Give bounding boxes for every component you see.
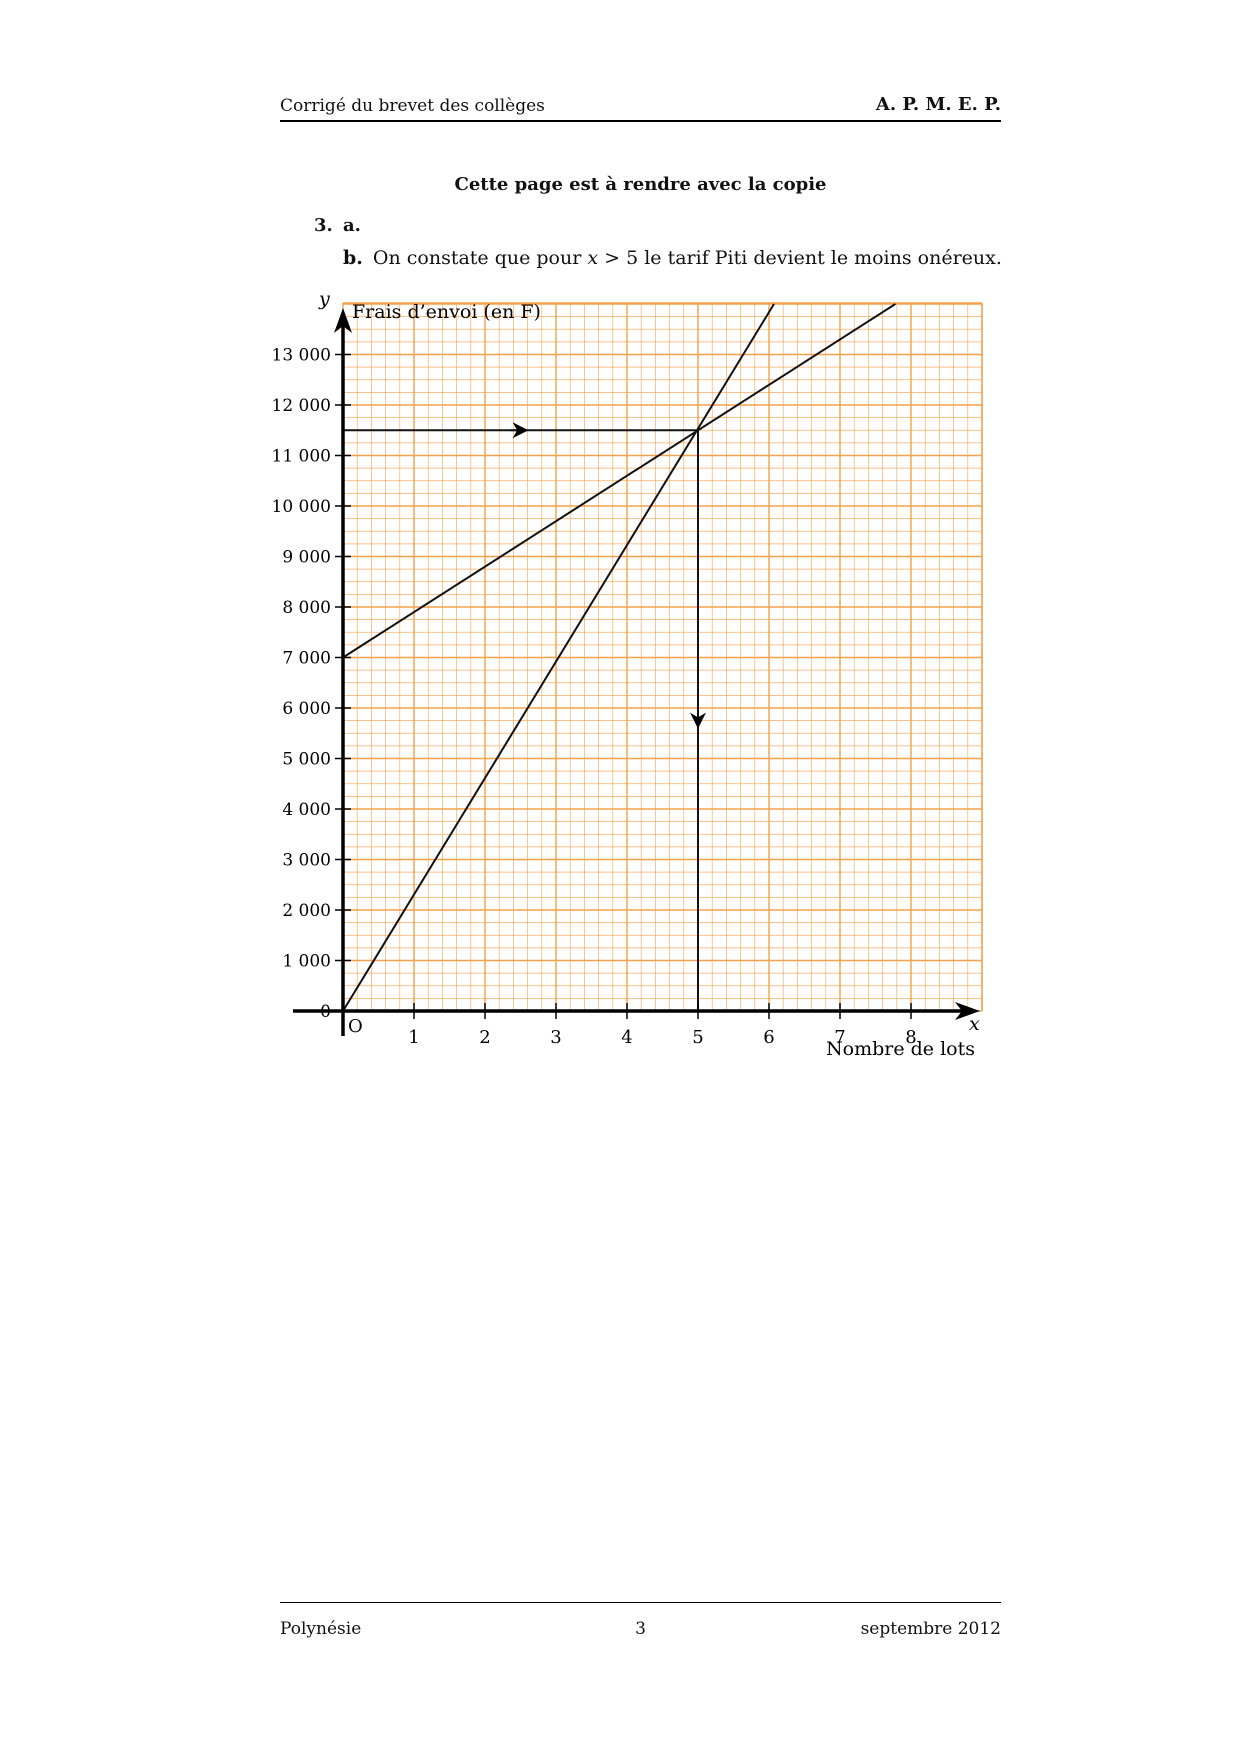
grid-major bbox=[342, 302, 983, 1012]
footer-location: Polynésie bbox=[280, 1619, 362, 1639]
y-tick-label: 10 000 bbox=[272, 497, 331, 517]
x-tick-label: 8 bbox=[905, 1027, 916, 1048]
page-footer: Polynésie 3 septembre 2012 bbox=[280, 1602, 1001, 1639]
question-a-label: a. bbox=[343, 215, 361, 236]
guide-layer bbox=[343, 422, 706, 1011]
y-tick-label: 1 000 bbox=[282, 952, 331, 972]
axes-layer bbox=[293, 308, 980, 1036]
x-tick-label: 2 bbox=[479, 1027, 490, 1048]
x-tick-label: 4 bbox=[621, 1027, 632, 1048]
y-axis-label: Frais d’envoi (en F) bbox=[352, 301, 541, 323]
y-tick-label: 0 bbox=[320, 1002, 331, 1022]
x-tick-label: 3 bbox=[550, 1027, 561, 1048]
series-layer bbox=[342, 303, 896, 1012]
question-b-text-1: On constate que pour bbox=[372, 247, 588, 269]
y-tick-label: 7 000 bbox=[282, 649, 331, 669]
y-tick-label: 12 000 bbox=[272, 396, 331, 416]
origin-label: O bbox=[348, 1016, 363, 1037]
y-tick-label: 11 000 bbox=[272, 447, 331, 467]
y-tick-label: 9 000 bbox=[282, 548, 331, 568]
footer-page-number: 3 bbox=[635, 1619, 646, 1639]
header-brand: A. P. M. E. P. bbox=[875, 94, 1001, 115]
series-line-2 bbox=[342, 303, 896, 659]
question-number: 3. bbox=[314, 215, 333, 236]
header-title: Corrigé du brevet des collèges bbox=[280, 96, 545, 116]
footer-date: septembre 2012 bbox=[860, 1619, 1001, 1639]
question-b: b. On constate que pour x > 5 le tarif Pi… bbox=[343, 247, 1002, 269]
ticks-layer: 1 2 3 4 5 6 7 8 0 1 000 2 000 3 000 4 000 5 000 6 000 7… bbox=[272, 346, 917, 1049]
x-tick-label: 1 bbox=[408, 1027, 419, 1048]
question-b-label: b. bbox=[343, 247, 363, 269]
x-tick-label: 6 bbox=[763, 1027, 774, 1048]
y-tick-label: 4 000 bbox=[282, 800, 331, 820]
return-notice: Cette page est à rendre avec la copie bbox=[454, 174, 827, 195]
y-axis-name: y bbox=[318, 288, 330, 310]
x-axis-arrow bbox=[955, 1002, 980, 1020]
y-tick-label: 5 000 bbox=[282, 750, 331, 770]
y-tick-label: 6 000 bbox=[282, 699, 331, 719]
question-b-var: x bbox=[587, 247, 599, 269]
y-axis-arrow bbox=[334, 308, 352, 333]
y-tick-label: 8 000 bbox=[282, 598, 331, 618]
y-tick-label: 3 000 bbox=[282, 851, 331, 871]
series-line-1 bbox=[342, 303, 775, 1012]
question-b-text-2: > 5 le tarif Piti devient le moins onére… bbox=[598, 247, 1002, 269]
x-axis-label: Nombre de lots bbox=[826, 1038, 975, 1060]
x-tick-label: 7 bbox=[834, 1027, 845, 1048]
y-tick-label: 13 000 bbox=[272, 346, 331, 366]
cost-chart: 1 2 3 4 5 6 7 8 0 1 000 2 000 3 000 4 000 5 000 6 000 7… bbox=[272, 288, 983, 1060]
y-tick-label: 2 000 bbox=[282, 901, 331, 921]
x-tick-label: 5 bbox=[692, 1027, 703, 1048]
page-header: Corrigé du brevet des collèges A. P. M. … bbox=[280, 94, 1001, 122]
x-axis-name: x bbox=[969, 1013, 980, 1035]
